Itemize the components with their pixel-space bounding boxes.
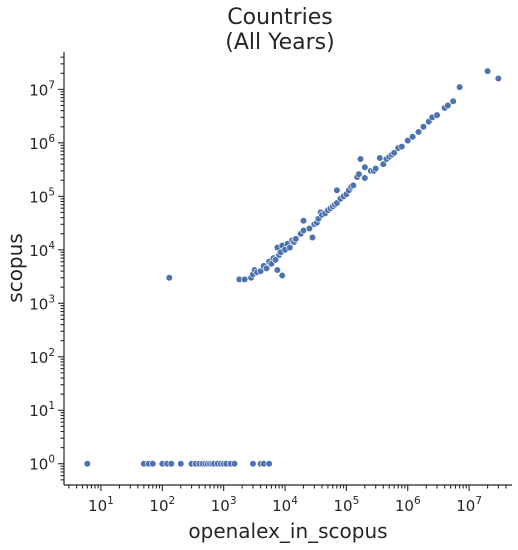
scatter-point [292,235,300,243]
scatter-point [349,181,357,190]
y-tick-base: 10 [29,135,48,153]
y-tick-exponent: 1 [48,400,55,412]
scatter-point [83,460,91,468]
y-tick-exponent: 0 [48,454,55,466]
x-tick-label: 101 [88,495,114,515]
x-tick-exponent: 1 [107,495,114,507]
x-tick-base: 10 [272,497,291,515]
y-tick-exponent: 4 [48,240,55,252]
y-tick-label: 103 [29,293,55,313]
scatter-point [177,460,185,468]
scatter-point [379,160,387,168]
scatter-point [398,143,406,151]
y-tick-base: 10 [29,402,48,420]
x-tick-base: 10 [211,497,230,515]
data-points [83,67,502,468]
scatter-point [333,186,341,194]
y-tick-label: 102 [29,347,55,367]
y-tick-exponent: 5 [48,186,55,198]
scatter-point [165,274,173,282]
y-tick-base: 10 [29,81,48,99]
x-tick-exponent: 7 [475,495,482,507]
x-tick-label: 106 [395,495,421,515]
y-tick-label: 101 [29,400,55,420]
x-tick-exponent: 5 [353,495,360,507]
x-tick-exponent: 2 [169,495,176,507]
scatter-point [356,155,365,163]
scatter-point [390,149,398,157]
x-axis-label: openalex_in_scopus [188,519,387,543]
y-tick-base: 10 [29,456,48,474]
x-tick-label: 103 [211,495,237,515]
x-tick-exponent: 3 [230,495,237,507]
x-tick-label: 104 [272,495,298,515]
x-tick-base: 10 [88,497,107,515]
x-tick-exponent: 4 [291,495,298,507]
scatter-point [273,266,281,274]
scatter-point [278,271,286,280]
scatter-point [265,460,273,468]
scatter-point [404,137,412,145]
axis-ticks: 101 102 103 104 105 106 1071001011021031041051… [29,56,507,515]
scatter-point [305,224,314,233]
scatter-point [483,67,492,75]
scatter-point [249,460,257,468]
chart-title-line2: (All Years) [225,30,334,55]
scatter-point [414,128,423,136]
scatter-point [299,217,308,225]
scatter-point [355,170,363,178]
y-tick-base: 10 [29,295,48,313]
scatter-point [449,97,457,105]
x-tick-base: 10 [149,497,168,515]
scatter-point [372,165,380,173]
scatter-point [444,101,452,110]
x-tick-label: 105 [333,495,359,515]
y-tick-exponent: 6 [48,133,55,145]
scatter-point [262,264,271,272]
scatter-point [149,460,157,468]
scatter-point [361,174,369,182]
x-tick-base: 10 [395,497,414,515]
scatter-point [361,163,369,171]
scatter-point [433,111,441,119]
y-tick-exponent: 7 [48,79,55,91]
scatter-point [286,243,294,252]
y-tick-exponent: 2 [48,347,55,359]
y-tick-exponent: 3 [48,293,55,305]
scatter-point [376,154,384,162]
scatter-point [167,460,175,468]
y-axis-label: scopus [3,233,27,302]
y-tick-label: 105 [29,186,55,206]
x-tick-base: 10 [456,497,475,515]
scatter-point [456,83,464,91]
scatter-point [257,267,265,275]
scatter-point [271,256,280,264]
y-tick-base: 10 [29,349,48,367]
scatter-point [241,275,249,283]
scatter-point [409,133,417,141]
scatter-point [299,226,308,235]
y-tick-label: 104 [29,240,55,260]
scatter-point [419,123,428,131]
chart-title-line1: Countries [227,5,333,30]
x-tick-label: 102 [149,495,175,515]
x-tick-base: 10 [333,497,352,515]
x-tick-label: 107 [456,495,482,515]
scatter-point [230,460,239,468]
y-tick-label: 106 [29,133,55,153]
y-tick-label: 107 [29,79,55,99]
x-tick-exponent: 6 [414,495,421,507]
y-tick-base: 10 [29,188,48,206]
scatter-point [494,74,502,83]
y-tick-label: 100 [29,454,55,474]
y-tick-base: 10 [29,242,48,260]
scatter-point [308,233,317,242]
